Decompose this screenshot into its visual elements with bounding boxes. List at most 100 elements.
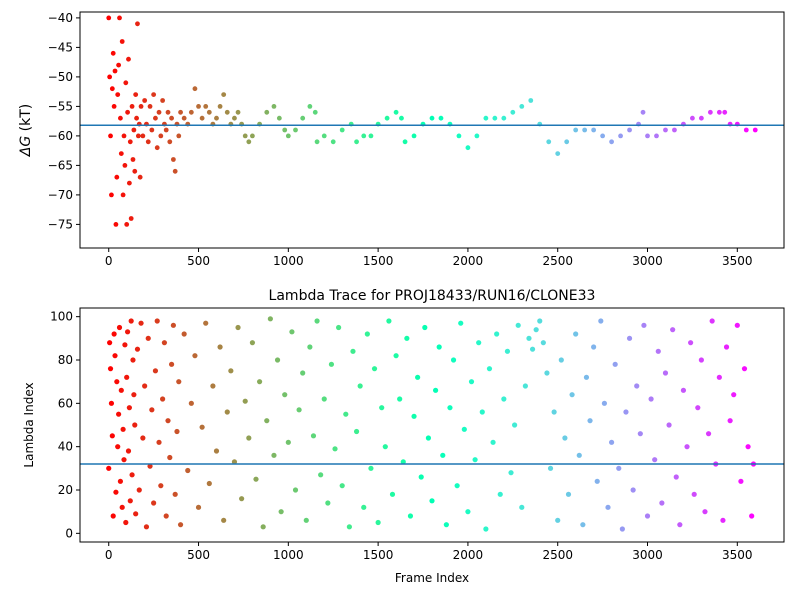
bottom-data-point [357, 383, 363, 389]
bottom-data-point [501, 396, 507, 402]
top-data-point [120, 192, 126, 198]
top-data-point [118, 115, 123, 121]
top-data-point [178, 109, 183, 115]
bottom-data-point [458, 320, 464, 326]
top-ylabel-symbol: ΔG [18, 136, 34, 158]
bottom-ytick-label: 100 [50, 310, 73, 324]
bottom-data-point [361, 504, 367, 510]
bottom-data-point [494, 331, 500, 337]
top-data-point [142, 98, 148, 103]
bottom-data-point [450, 357, 457, 363]
bottom-data-point [274, 357, 281, 363]
top-xtick-label: 1000 [273, 254, 304, 268]
bottom-data-point [127, 498, 133, 504]
bottom-data-point [307, 344, 313, 350]
bottom-xtick-label: 2000 [453, 548, 484, 562]
top-data-point [106, 15, 112, 21]
bottom-data-point [540, 340, 546, 346]
bottom-data-point [508, 470, 514, 476]
top-data-point [716, 109, 722, 115]
top-data-point [145, 139, 151, 145]
bottom-data-point [695, 405, 701, 411]
bottom-data-point [125, 448, 132, 454]
top-data-point [384, 115, 390, 121]
top-ytick-label: −45 [48, 40, 73, 54]
bottom-data-point [720, 517, 726, 523]
bottom-data-point [134, 346, 141, 352]
bottom-data-point [177, 522, 184, 528]
bottom-data-point [138, 320, 144, 326]
top-data-point [429, 115, 435, 121]
top-data-point [135, 133, 141, 139]
top-data-point [113, 222, 119, 227]
bottom-data-point [630, 487, 636, 493]
bottom-data-point [172, 491, 178, 497]
bottom-data-point [468, 379, 475, 385]
bottom-data-point [213, 448, 220, 454]
bottom-data-point [723, 344, 730, 350]
top-xtick-label: 500 [187, 254, 210, 268]
top-data-point [135, 21, 140, 27]
bottom-data-point [160, 396, 166, 402]
top-ytick-label: −55 [48, 99, 73, 113]
top-data-point [118, 151, 124, 157]
bottom-data-point [128, 318, 134, 324]
top-data-point [151, 92, 157, 97]
bottom-data-point [163, 513, 169, 519]
bottom-data-point [109, 433, 115, 439]
top-data-point [314, 139, 320, 145]
bottom-data-point [253, 476, 259, 482]
bottom-data-point [558, 357, 564, 363]
bottom-data-point [461, 426, 467, 432]
bottom-data-point [122, 342, 128, 348]
top-data-point [108, 133, 113, 139]
bottom-data-point [691, 491, 697, 497]
bottom-data-point [655, 348, 661, 354]
top-data-point [154, 145, 160, 151]
top-data-point [591, 127, 597, 133]
top-data-point [474, 133, 480, 139]
top-data-point [147, 104, 153, 109]
bottom-data-point [375, 519, 381, 526]
bottom-data-point [512, 422, 518, 428]
bottom-data-point [705, 431, 712, 437]
bottom-data-point [111, 331, 117, 337]
bottom-data-point [120, 426, 126, 432]
top-data-point [246, 139, 252, 145]
top-data-point [411, 133, 417, 139]
top-data-point [156, 109, 162, 115]
bottom-data-point [591, 344, 597, 350]
bottom-data-point [465, 509, 471, 515]
top-xtick-label: 3000 [632, 254, 663, 268]
bottom-data-point [168, 361, 175, 367]
top-data-point [609, 139, 614, 145]
top-data-point [271, 104, 277, 109]
top-data-point [170, 157, 176, 162]
top-data-point [282, 127, 288, 133]
top-data-point [111, 104, 117, 109]
top-data-point [109, 86, 115, 92]
top-data-point [221, 92, 227, 97]
lambda-trace-chart: Lambda Trace for PROJ18433/RUN16/CLONE33… [22, 288, 785, 585]
bottom-data-point [129, 472, 135, 478]
bottom-data-point [397, 396, 403, 402]
bottom-ytick-label: 0 [65, 526, 73, 540]
top-ytick-label: −70 [48, 188, 73, 202]
top-data-point [153, 115, 158, 121]
bottom-data-point [522, 383, 528, 389]
top-ytick-label: −60 [48, 129, 73, 143]
top-data-point [167, 139, 173, 145]
bottom-data-point [224, 409, 230, 415]
bottom-data-point [231, 459, 238, 465]
bottom-xtick-label: 3000 [632, 548, 663, 562]
top-data-point [300, 115, 306, 121]
bottom-data-point [147, 463, 153, 469]
bottom-data-point [174, 428, 180, 435]
top-data-point [564, 139, 570, 145]
bottom-data-point [576, 452, 582, 458]
bottom-data-point [318, 472, 324, 478]
bottom-data-point [749, 513, 755, 519]
bottom-data-point [544, 370, 550, 376]
top-data-point [165, 109, 171, 115]
